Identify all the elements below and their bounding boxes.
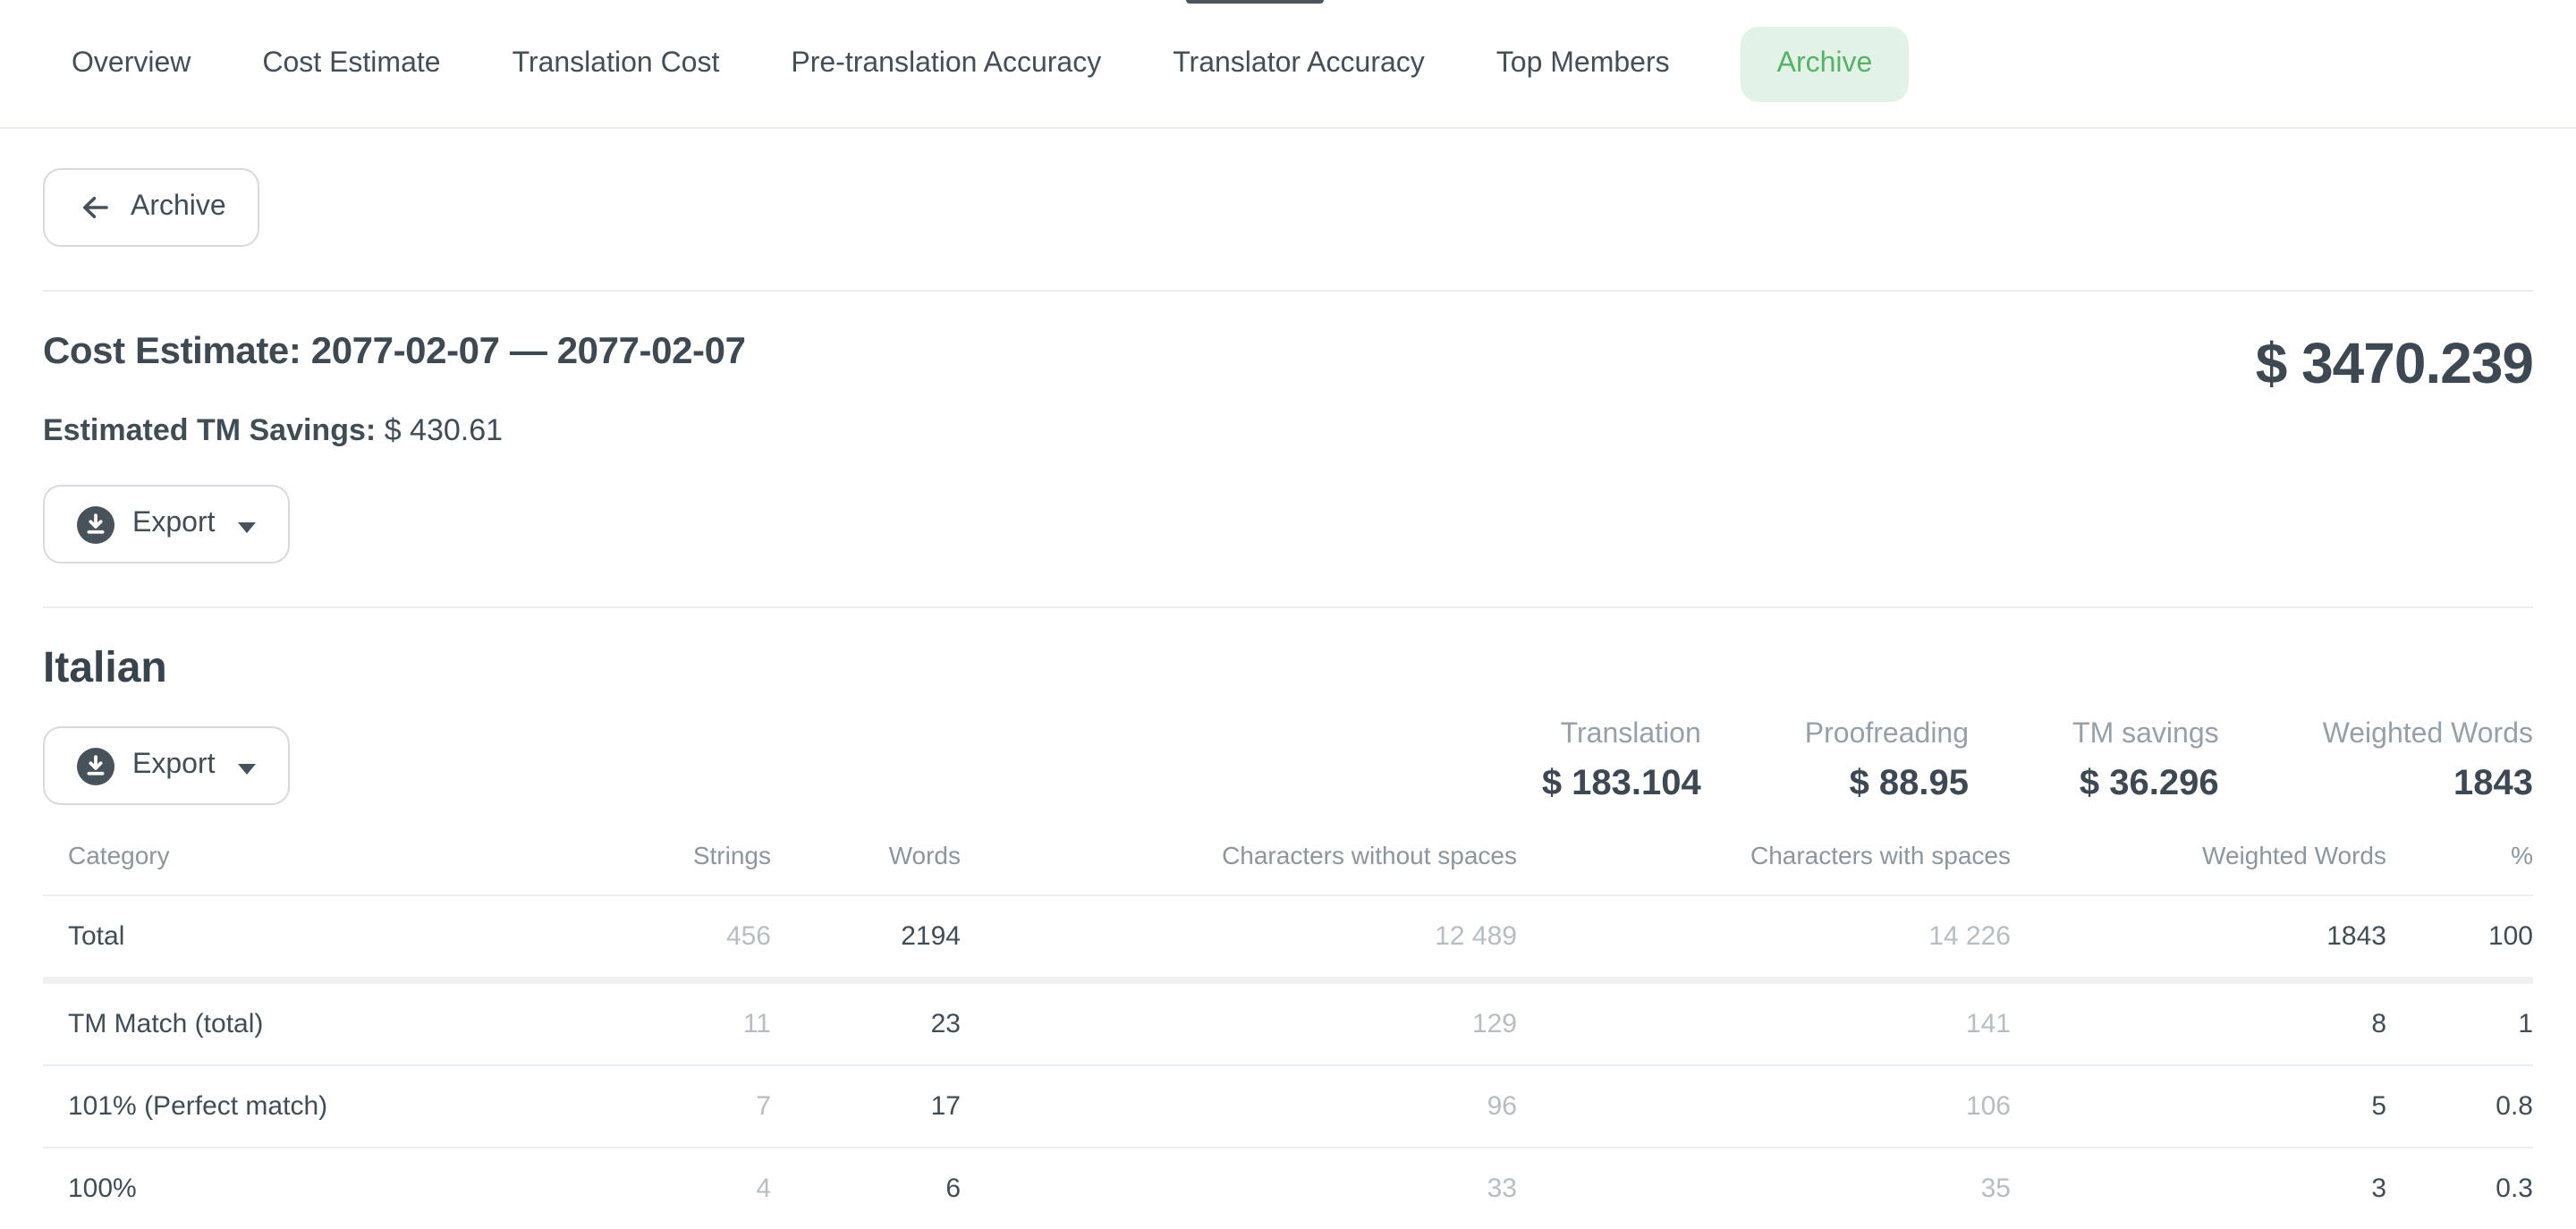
cell-percent: 0.8 [2496, 1091, 2533, 1122]
table-row-101-perfect-match: 101% (Perfect match) 7 17 96 106 5 0.8 [43, 1066, 2533, 1147]
metric-label: TM savings [2072, 719, 2219, 750]
export-report-button[interactable]: Export [43, 485, 291, 564]
table-row-tm-match: TM Match (total) 11 23 129 141 8 1 [43, 984, 2533, 1064]
cell-category: 101% (Perfect match) [68, 1091, 328, 1122]
table-total-divider [43, 977, 2533, 984]
metric-value: 1843 [2453, 764, 2533, 803]
table-row-total: Total 456 2194 12 489 14 226 1843 100 [43, 896, 2533, 977]
cell-chars-without: 129 [1471, 1009, 1517, 1039]
tab-pre-translation-accuracy[interactable]: Pre-translation Accuracy [791, 47, 1102, 78]
cell-strings: 7 [756, 1091, 771, 1122]
cell-weighted: 5 [2371, 1091, 2386, 1122]
cell-strings: 4 [756, 1174, 771, 1204]
metric-proofreading: Proofreading $ 88.95 [1805, 719, 1969, 805]
tab-overview[interactable]: Overview [72, 47, 191, 78]
report-tabs: Overview Cost Estimate Translation Cost … [0, 0, 2576, 127]
page-title: Cost Estimate: 2077-02-07 — 2077-02-07 [43, 331, 746, 372]
cell-percent: 1 [2518, 1009, 2533, 1039]
language-title: Italian [43, 644, 167, 692]
tab-cost-estimate[interactable]: Cost Estimate [262, 47, 441, 78]
cell-weighted: 3 [2371, 1174, 2386, 1204]
metric-value: $ 36.296 [2079, 764, 2219, 803]
tm-savings-line: Estimated TM Savings: $ 430.61 [43, 413, 2533, 449]
cell-words: 17 [930, 1091, 961, 1122]
section-divider-2 [43, 606, 2533, 608]
table-row-100: 100% 4 6 33 35 3 0.3 [43, 1148, 2533, 1229]
tm-savings-label: Estimated TM Savings: [43, 413, 377, 447]
col-category: Category [68, 841, 170, 869]
cell-strings: 456 [725, 921, 771, 952]
col-percent: % [2511, 841, 2533, 869]
col-weighted-words: Weighted Words [2202, 841, 2386, 869]
cell-chars-with: 14 226 [1928, 921, 2011, 952]
table-divider [43, 1147, 2533, 1148]
chevron-down-icon [238, 763, 257, 774]
cell-weighted: 1843 [2326, 921, 2386, 952]
tab-translation-cost[interactable]: Translation Cost [512, 47, 720, 78]
tab-top-members[interactable]: Top Members [1496, 47, 1670, 78]
table-divider [43, 1064, 2533, 1066]
report-page: Overview Cost Estimate Translation Cost … [0, 0, 2576, 1204]
cost-breakdown-table: Category Strings Words Characters withou… [43, 826, 2533, 1229]
cell-chars-with: 141 [1965, 1009, 2011, 1039]
metric-tm-savings: TM savings $ 36.296 [2072, 719, 2219, 805]
chevron-down-icon [238, 521, 257, 532]
arrow-left-icon [77, 190, 113, 225]
cell-percent: 0.3 [2496, 1174, 2533, 1204]
download-icon [77, 505, 114, 543]
export-language-button[interactable]: Export [43, 726, 291, 805]
cell-words: 6 [945, 1174, 961, 1204]
metric-weighted-words: Weighted Words 1843 [2323, 719, 2533, 805]
col-chars-with-spaces: Characters with spaces [1750, 841, 2011, 869]
tab-translator-accuracy[interactable]: Translator Accuracy [1173, 47, 1425, 78]
table-header-row: Category Strings Words Characters withou… [43, 826, 2533, 894]
cell-weighted: 8 [2371, 1009, 2386, 1039]
total-cost-value: $ 3470.239 [2255, 331, 2534, 395]
cell-category: 100% [68, 1174, 137, 1204]
cell-chars-with: 35 [1980, 1174, 2011, 1204]
metric-value: $ 88.95 [1849, 764, 1970, 803]
metric-label: Weighted Words [2322, 719, 2533, 750]
cell-category: TM Match (total) [68, 1009, 264, 1039]
language-metrics: Translation $ 183.104 Proofreading $ 88.… [1542, 719, 2533, 805]
cell-chars-without: 12 489 [1435, 921, 1517, 952]
cell-chars-without: 96 [1487, 1091, 1517, 1122]
col-strings: Strings [692, 841, 771, 869]
cell-category: Total [68, 921, 125, 952]
cell-words: 2194 [901, 921, 961, 952]
metric-label: Translation [1560, 719, 1701, 750]
table-divider [43, 894, 2533, 896]
archive-back-button[interactable]: Archive [43, 168, 260, 247]
export-report-label: Export [132, 508, 216, 538]
cell-words: 23 [930, 1009, 961, 1039]
tab-archive[interactable]: Archive [1741, 26, 1909, 101]
archive-back-label: Archive [131, 191, 226, 222]
cell-percent: 100 [2487, 921, 2533, 952]
metric-label: Proofreading [1804, 719, 1970, 750]
metric-value: $ 183.104 [1541, 764, 1701, 803]
cell-chars-with: 106 [1965, 1091, 2011, 1122]
metric-translation: Translation $ 183.104 [1542, 719, 1701, 805]
tm-savings-value: $ 430.61 [384, 413, 504, 447]
col-chars-without-spaces: Characters without spaces [1222, 841, 1517, 869]
export-language-label: Export [132, 750, 216, 780]
cell-chars-without: 33 [1487, 1174, 1517, 1204]
cut-off-element [1186, 0, 1324, 4]
tabbar-divider [0, 127, 2576, 129]
download-icon [77, 747, 114, 784]
section-divider [43, 290, 2533, 292]
cell-strings: 11 [742, 1009, 771, 1039]
col-words: Words [888, 841, 961, 869]
